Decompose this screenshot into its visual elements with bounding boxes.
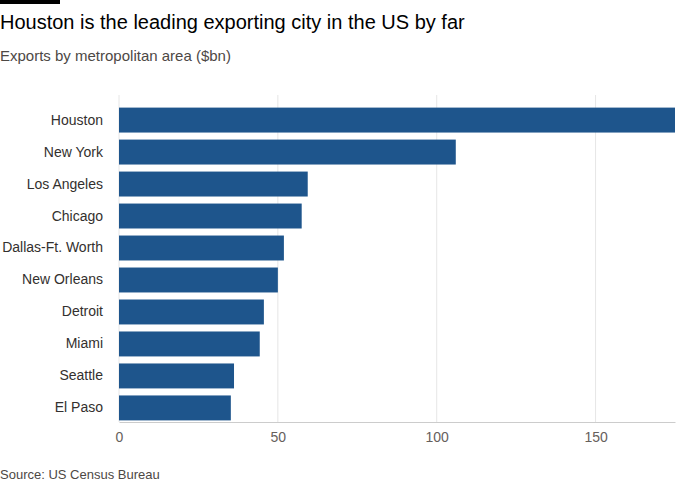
bar [119,108,675,133]
bar [119,331,260,356]
bars [119,108,675,421]
x-axis-line [120,422,676,423]
y-tick: New Orleans [22,271,119,287]
bar [119,395,231,420]
y-tick-label: Los Angeles [27,176,103,192]
y-tick-label: Detroit [62,303,103,319]
x-tick-label: 50 [271,429,287,445]
x-tick-label: 0 [116,429,124,445]
grid [119,95,596,422]
y-tick: Houston [51,112,119,128]
x-tick: 0 [116,422,124,445]
bar [119,172,308,197]
header-rule [0,0,60,4]
bar [119,268,278,293]
chart: Houston is the leading exporting city in… [0,0,700,500]
y-tick: New York [44,144,119,160]
bar [119,140,456,165]
x-tick-label: 150 [584,429,608,445]
source: Source: US Census Bureau [0,467,160,482]
title: Houston is the leading exporting city in… [0,11,465,33]
y-tick: El Paso [55,399,119,415]
y-tick: Dallas-Ft. Worth [2,239,119,255]
y-tick-label: Dallas-Ft. Worth [2,239,103,255]
y-tick-label: Houston [51,112,103,128]
y-tick-label: Miami [66,335,103,351]
bar [119,236,284,261]
y-tick: Los Angeles [27,176,119,192]
bar [119,204,302,229]
y-tick: Seattle [59,367,119,383]
bar [119,363,234,388]
grid-line [595,95,596,422]
y-tick-label: New Orleans [22,271,103,287]
bar [119,300,264,325]
y-tick: Chicago [52,208,119,224]
y-tick: Miami [66,335,119,351]
x-tick-label: 100 [426,429,450,445]
y-tick: Detroit [62,303,119,319]
y-tick-label: El Paso [55,399,103,415]
x-tick: 50 [271,422,287,445]
y-tick-label: New York [44,144,104,160]
x-tick: 150 [584,422,608,445]
y-axis: Houston New York Los Angeles Chicago Dallas-… [2,112,119,416]
y-tick-label: Chicago [52,208,104,224]
x-tick: 100 [426,422,450,445]
x-axis: 0 50 100 150 [116,422,676,445]
subtitle: Exports by metropolitan area ($bn) [0,47,231,64]
y-tick-label: Seattle [59,367,103,383]
